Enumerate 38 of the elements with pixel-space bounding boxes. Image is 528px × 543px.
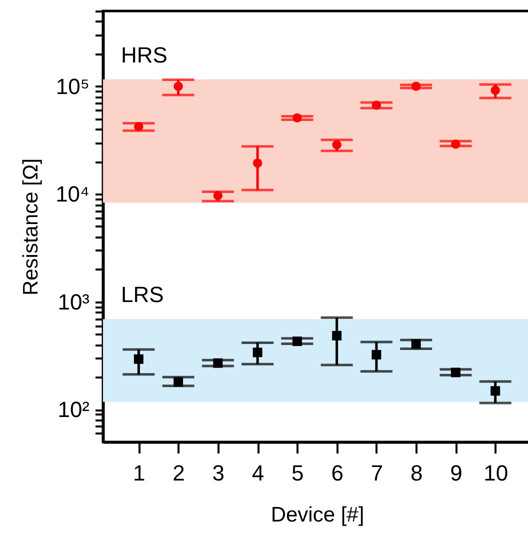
point [134, 122, 144, 132]
y-axis-title: Resistance [Ω] [20, 158, 43, 296]
x-tick-label: 6 [331, 460, 344, 486]
x-tick-label: 5 [292, 460, 304, 486]
x-tick-label: 3 [212, 460, 225, 486]
band-label: LRS [121, 282, 164, 308]
point [213, 190, 223, 200]
x-tick-label: 8 [410, 460, 423, 486]
point [490, 386, 500, 396]
x-tick-label: 10 [484, 460, 508, 486]
y-tick-label: 10² [58, 397, 90, 422]
point [174, 377, 184, 387]
y-tick-label: 10⁴ [56, 182, 90, 207]
point [332, 330, 342, 340]
y-tick-label: 10³ [58, 289, 90, 314]
band-label: HRS [121, 42, 168, 68]
x-tick-label: 7 [370, 460, 384, 486]
point [252, 158, 262, 168]
point [213, 358, 223, 368]
point [292, 113, 302, 122]
point [292, 336, 302, 346]
point [252, 348, 262, 358]
y-tick-label: 10⁵ [56, 74, 90, 99]
x-tick-label: 2 [172, 460, 185, 486]
point [174, 82, 183, 91]
point [332, 140, 342, 150]
x-tick-label: 1 [133, 460, 146, 486]
point [372, 100, 382, 110]
point [490, 86, 500, 95]
x-tick-label: 9 [450, 460, 462, 486]
point [451, 139, 460, 149]
point [134, 354, 144, 364]
x-axis-title: Device [#] [270, 504, 364, 526]
point [411, 82, 421, 91]
point [411, 339, 421, 349]
x-tick-label: 4 [252, 460, 264, 486]
point [372, 350, 382, 360]
point [450, 368, 460, 378]
